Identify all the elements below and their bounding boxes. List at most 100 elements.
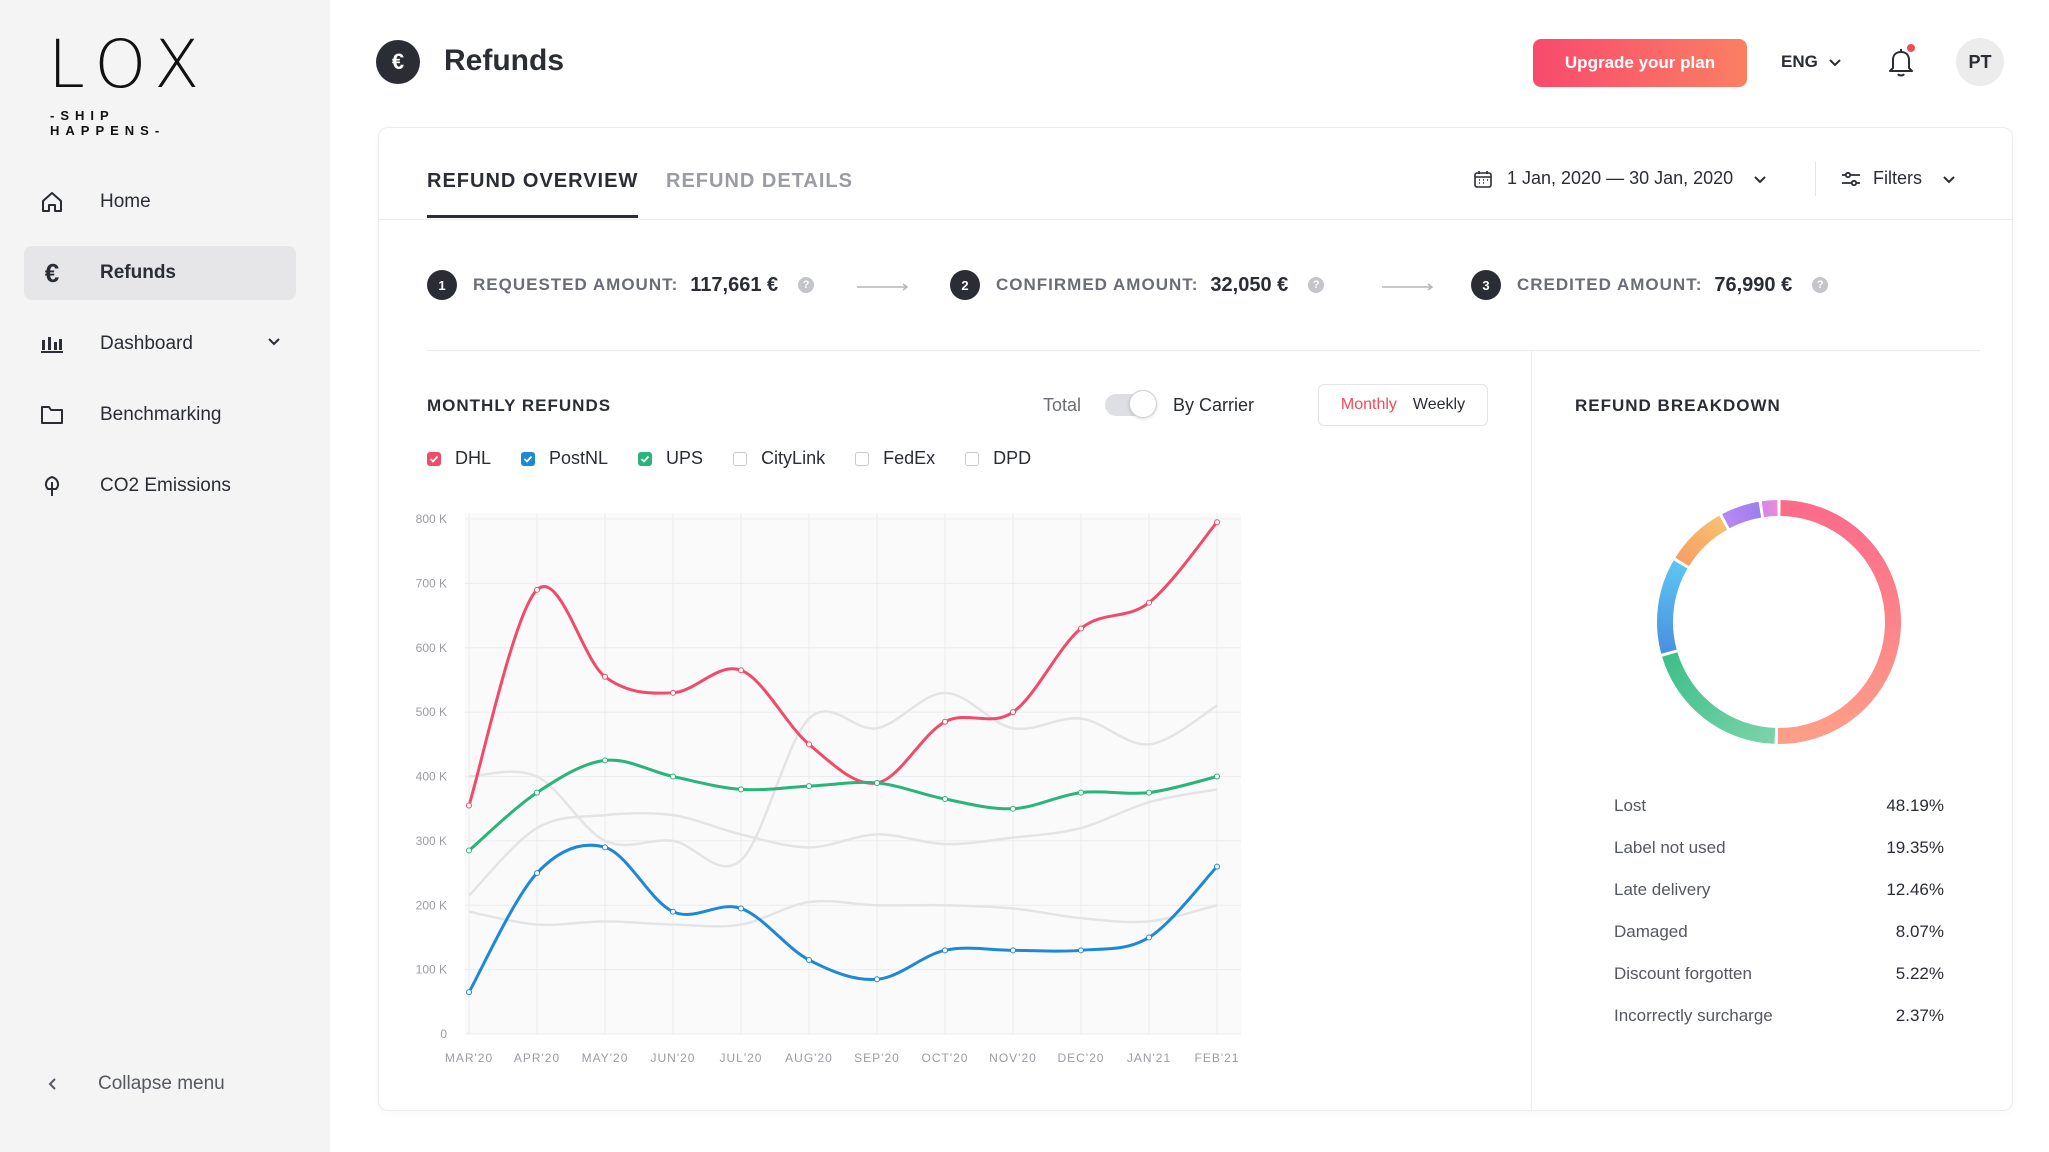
data-point: [738, 905, 744, 912]
monthly-refunds-title: MONTHLY REFUNDS: [427, 396, 612, 415]
legend-label: UPS: [666, 448, 704, 468]
collapse-menu-button[interactable]: Collapse menu: [38, 1070, 225, 1098]
amount-steps: 1 REQUESTED AMOUNT: 117,661 € ? 2 CONFIR…: [427, 270, 1964, 336]
legend-item-citylink[interactable]: CityLink: [733, 448, 825, 469]
credited-amount-step: 3 CREDITED AMOUNT: 76,990 € ?: [1471, 270, 1829, 300]
breakdown-row: Damaged 8.07%: [1614, 922, 1944, 964]
step-value: 32,050 €: [1210, 273, 1289, 296]
data-point: [1214, 773, 1220, 780]
legend-item-dhl[interactable]: DHL: [427, 448, 491, 469]
help-icon[interactable]: ?: [1308, 277, 1325, 293]
help-icon[interactable]: ?: [1812, 277, 1829, 293]
data-point: [1078, 625, 1084, 632]
breakdown-value: 19.35%: [1886, 838, 1944, 857]
leaf-icon: [38, 472, 66, 500]
chevron-down-icon[interactable]: [266, 333, 282, 355]
breakdown-value: 12.46%: [1886, 880, 1944, 899]
x-tick-label: NOV'20: [989, 1051, 1037, 1065]
data-point: [466, 989, 472, 996]
data-point: [942, 947, 948, 954]
data-point: [806, 741, 812, 748]
data-point: [1146, 934, 1152, 941]
tab-refund-details[interactable]: REFUND DETAILS: [666, 170, 853, 192]
date-range-picker[interactable]: 1 Jan, 2020 — 30 Jan, 2020: [1473, 168, 1767, 189]
data-point: [602, 757, 608, 764]
x-tick-label: JAN'21: [1127, 1051, 1171, 1065]
legend-item-dpd[interactable]: DPD: [965, 448, 1031, 469]
legend-item-postnl[interactable]: PostNL: [521, 448, 608, 469]
donut-segment-late-delivery: [1657, 560, 1688, 654]
sidebar-item-dashboard[interactable]: Dashboard: [24, 317, 296, 371]
x-tick-label: DEC'20: [1058, 1051, 1105, 1065]
donut-segment-damaged: [1675, 515, 1728, 567]
y-tick-label: 700 K: [416, 576, 447, 590]
data-point: [738, 667, 744, 674]
notification-bell[interactable]: [1886, 44, 1916, 78]
series-line-postnl: [467, 843, 1219, 993]
data-point: [738, 786, 744, 793]
breakdown-value: 2.37%: [1895, 1006, 1944, 1025]
monthly-refunds-chart: 0 100 K 200 K 300 K 400 K 500 K 600 K 700 K 800 …: [416, 512, 1241, 1065]
user-avatar[interactable]: PT: [1956, 38, 2004, 86]
legend-item-ups[interactable]: UPS: [638, 448, 703, 469]
breakdown-value: 8.07%: [1895, 922, 1944, 941]
sidebar-nav: Home € Refunds Dashboard Benchmarking: [24, 175, 296, 530]
y-tick-label: 100 K: [416, 963, 447, 977]
step-number: 1: [427, 270, 457, 300]
legend-item-fedex[interactable]: FedEx: [855, 448, 935, 469]
step-label: CONFIRMED AMOUNT:: [996, 275, 1199, 294]
breakdown-row: Late delivery 12.46%: [1614, 880, 1944, 922]
breakdown-label: Label not used: [1614, 838, 1726, 857]
data-point: [942, 718, 948, 725]
sidebar-item-label: Benchmarking: [100, 404, 222, 425]
upgrade-plan-button[interactable]: Upgrade your plan: [1533, 39, 1747, 87]
language-selector[interactable]: ENG: [1781, 52, 1842, 72]
x-tick-label: AUG'20: [785, 1051, 833, 1065]
legend-label: DHL: [455, 448, 492, 468]
sidebar-item-refunds[interactable]: € Refunds: [24, 246, 296, 300]
data-point: [1010, 947, 1016, 954]
data-point: [534, 789, 540, 796]
legend-label: DPD: [993, 448, 1032, 468]
y-tick-label: 800 K: [416, 512, 447, 526]
tab-refund-overview[interactable]: REFUND OVERVIEW: [427, 170, 639, 218]
toggle-label-by-carrier: By Carrier: [1173, 394, 1255, 415]
chevron-left-icon: [38, 1070, 66, 1098]
lox-logo[interactable]: LOX -SHIP HAPPENS-: [48, 30, 228, 139]
y-tick-label: 0: [440, 1027, 447, 1041]
y-tick-label: 500 K: [416, 705, 447, 719]
divider: [1815, 162, 1816, 196]
refund-breakdown-donut: [1657, 500, 1902, 744]
arrow-right-icon: [1382, 283, 1434, 291]
breakdown-label: Late delivery: [1614, 880, 1711, 899]
filters-label: Filters: [1873, 168, 1922, 188]
sidebar-item-home[interactable]: Home: [24, 175, 296, 229]
bell-icon: [1889, 49, 1913, 77]
sidebar-item-co2-emissions[interactable]: CO2 Emissions: [24, 459, 296, 513]
breakdown-label: Lost: [1614, 796, 1647, 815]
divider: [1531, 351, 1532, 1111]
calendar-icon: [1474, 170, 1492, 188]
refunds-card: REFUND OVERVIEW REFUND DETAILS 1 Jan, 20…: [378, 127, 2013, 1111]
filters-button[interactable]: Filters: [1841, 168, 1956, 189]
folder-icon: [38, 401, 66, 429]
series-line-fedex: [468, 788, 1218, 897]
period-weekly-option[interactable]: Weekly: [1412, 396, 1466, 413]
donut-segment-discount-forgotten: [1722, 501, 1762, 529]
period-monthly-option[interactable]: Monthly: [1340, 396, 1397, 413]
data-point: [1078, 789, 1084, 796]
chevron-down-icon: [1943, 175, 1955, 183]
breakdown-label: Incorrectly surcharge: [1614, 1006, 1773, 1025]
series-line-dpd: [468, 899, 1218, 928]
series-line-citylink: [468, 691, 1218, 868]
language-label: ENG: [1781, 52, 1818, 71]
x-tick-label: OCT'20: [922, 1051, 969, 1065]
sidebar-item-benchmarking[interactable]: Benchmarking: [24, 388, 296, 442]
data-point: [670, 908, 676, 915]
carrier-toggle-switch[interactable]: [1105, 390, 1158, 418]
collapse-menu-label: Collapse menu: [98, 1073, 225, 1094]
euro-icon: €: [44, 257, 60, 288]
donut-segment-incorrectly-surcharge: [1761, 500, 1778, 518]
data-point: [942, 796, 948, 803]
help-icon[interactable]: ?: [798, 277, 815, 293]
